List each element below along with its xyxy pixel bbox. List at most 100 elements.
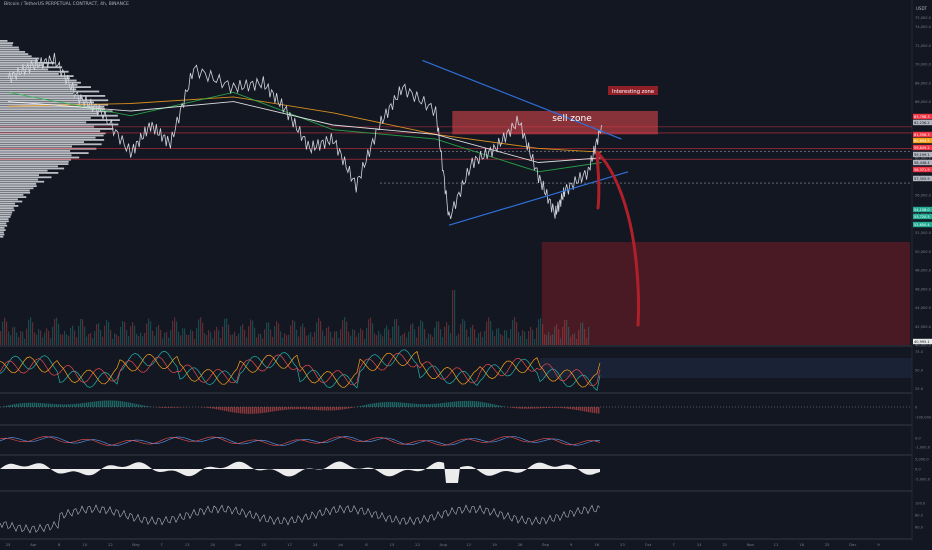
price-axis-tick: 40,000.0 <box>915 344 932 348</box>
volume-bar <box>326 327 328 345</box>
price-tag-label: 40,995.1 <box>914 340 930 344</box>
volume-bar <box>232 334 234 345</box>
histogram-bar <box>68 404 70 407</box>
price-axis-tick: 70,000.0 <box>915 63 932 67</box>
time-axis-tick: 9 <box>570 542 573 547</box>
volume-bar <box>40 330 42 345</box>
price-axis-tick: 42,000.0 <box>915 325 932 329</box>
volume-bar <box>404 332 406 345</box>
time-axis-tick: 21 <box>722 542 727 547</box>
histogram-bar <box>172 407 174 408</box>
volume-bar <box>298 336 300 345</box>
volume-bar <box>150 321 152 345</box>
time-axis-tick: 26 <box>518 542 523 547</box>
volume-bar <box>464 320 466 345</box>
volume-profile-bar <box>0 123 119 126</box>
price-tag-label: 62,236.2 <box>914 121 930 125</box>
volume-profile-bar <box>0 95 106 97</box>
price-tag <box>913 159 932 166</box>
volume-bar <box>84 326 86 345</box>
histogram-bar <box>296 407 298 410</box>
moving-average-line <box>7 96 602 153</box>
histogram-bar <box>128 402 130 407</box>
histogram-bar <box>274 407 276 412</box>
volume-bar <box>522 330 524 345</box>
volume-bar <box>528 330 530 345</box>
histogram-bar <box>404 402 406 407</box>
volume-bar <box>470 327 472 345</box>
price-axis-tick: 75,000.0 <box>915 16 932 20</box>
histogram-bar <box>582 407 584 412</box>
time-axis-tick: 15 <box>390 542 395 547</box>
volume-bar <box>336 331 338 345</box>
volume-bar <box>310 332 312 345</box>
volume-bar <box>200 317 202 345</box>
histogram-bar <box>166 407 168 408</box>
volume-bar <box>538 319 540 345</box>
histogram-bar <box>340 407 342 410</box>
time-axis-tick: May <box>132 542 141 547</box>
histogram-bar <box>110 400 112 407</box>
volume-bar <box>258 333 260 345</box>
volume-bar <box>254 327 256 345</box>
histogram-bar <box>88 402 90 407</box>
histogram-bar <box>548 407 550 408</box>
indicator-line <box>0 504 601 534</box>
price-tag <box>913 338 932 345</box>
volume-bar <box>138 335 140 345</box>
volume-bar <box>406 337 408 345</box>
volume-bar <box>300 326 302 345</box>
histogram-bar <box>318 407 320 411</box>
volume-bar <box>170 330 172 345</box>
moving-average-line <box>7 101 602 163</box>
volume-profile-bar <box>0 90 100 93</box>
volume-profile-bar <box>0 53 29 55</box>
histogram-bar <box>244 407 246 414</box>
volume-profile-bar <box>0 158 71 161</box>
histogram-bar <box>348 407 350 409</box>
histogram-bar <box>418 403 420 407</box>
volume-bar <box>532 329 534 345</box>
histogram-bar <box>76 403 78 407</box>
sell-zone <box>452 110 658 135</box>
histogram-bar <box>252 407 254 414</box>
volume-bar <box>378 330 380 345</box>
volume-bar <box>4 317 6 345</box>
volume-bar <box>242 324 244 345</box>
histogram-bar <box>424 404 426 407</box>
volume-profile-bar <box>0 106 105 108</box>
volume-profile-bar <box>0 154 72 157</box>
volume-bar <box>354 330 356 345</box>
volume-profile-bar <box>0 143 102 146</box>
histogram-bar <box>78 403 80 407</box>
volume-bar <box>256 337 258 345</box>
histogram-bar <box>36 402 38 407</box>
histogram-bar <box>240 407 242 414</box>
histogram-bar <box>562 407 564 409</box>
histogram-bar <box>238 407 240 414</box>
histogram-bar <box>520 407 522 409</box>
histogram-bar <box>10 404 12 407</box>
histogram-bar <box>14 404 16 407</box>
volume-bar <box>472 324 474 345</box>
histogram-bar <box>308 407 310 410</box>
volume-bar <box>468 336 470 345</box>
volume-bar <box>486 321 488 345</box>
volume-bar <box>106 320 108 345</box>
volume-bar <box>50 338 52 345</box>
histogram-bar <box>450 401 452 407</box>
histogram-bar <box>456 401 458 407</box>
histogram-bar <box>414 403 416 407</box>
volume-bar <box>544 334 546 345</box>
volume-bar <box>550 335 552 345</box>
time-axis-tick: 8 <box>365 542 368 547</box>
volume-bar <box>490 320 492 345</box>
volume-bar <box>92 338 94 345</box>
volume-bar <box>282 337 284 345</box>
price-tag <box>913 221 932 228</box>
pane-axis-tick: -1,000.0 <box>915 446 931 450</box>
histogram-bar <box>350 407 352 409</box>
histogram-bar <box>268 407 270 413</box>
histogram-bar <box>92 401 94 407</box>
